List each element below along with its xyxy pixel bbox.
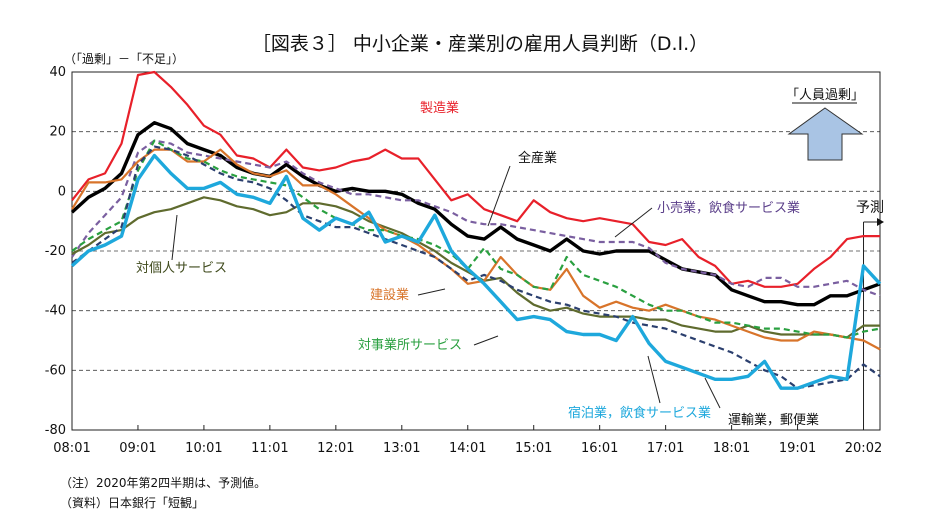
annotations: 「人員過剰」 予測 [786, 88, 884, 226]
chart-title: ［図表３］ 中小企業・産業別の雇用人員判断（D.I.） [252, 33, 708, 55]
series-label: 建設業 [370, 287, 409, 303]
label-leader-line [487, 165, 511, 227]
gridlines [72, 131, 880, 371]
series-line [71, 139, 881, 297]
series-labels: 製造業全産業小売業，飲食サービス業対個人サービス建設業対事業所サービス宿泊業，飲… [136, 100, 819, 428]
series-lines [70, 70, 882, 390]
y-tick-label: -40 [45, 304, 66, 319]
y-tick-label: -20 [45, 244, 66, 259]
source-note: （資料）日本銀行「短観」 [60, 496, 205, 510]
up-arrow-icon [787, 107, 864, 161]
x-tick-label: 08:01 [53, 441, 90, 456]
series-label: 対事業所サービス [358, 337, 462, 353]
y-tick-label: 40 [49, 65, 66, 80]
axes: 40 20 0 -20 -40 -60 -80 08:01 09:01 10:01 11:01 12:… [45, 65, 882, 456]
y-tick-label: 0 [58, 184, 66, 199]
label-leader-line [417, 288, 446, 296]
x-tick-label: 16:01 [581, 441, 618, 456]
x-tick-label: 12:01 [317, 441, 354, 456]
x-tick-label: 18:01 [713, 441, 750, 456]
series-line [71, 139, 881, 339]
y-tick-label: -60 [45, 363, 66, 378]
x-tick-label: 20:02 [845, 441, 882, 456]
label-leader-line [473, 335, 499, 346]
series-label: 対個人サービス [136, 261, 227, 276]
x-tick-label: 17:01 [647, 441, 684, 456]
label-leader-line [171, 214, 178, 261]
x-tick-label: 11:01 [251, 441, 288, 456]
x-tick-label: 10:01 [185, 441, 222, 456]
annotation-box-label: 「人員過剰」 [786, 88, 864, 103]
series-label: 運輸業，郵便業 [728, 412, 819, 428]
label-leader-line [614, 207, 653, 238]
x-tick-label: 13:01 [383, 441, 420, 456]
series-label: 宿泊業，飲食サービス業 [568, 405, 711, 421]
label-leader-line [647, 355, 661, 404]
x-tick-label: 19:01 [779, 441, 816, 456]
series-label: 製造業 [420, 100, 459, 116]
series-line [71, 70, 880, 288]
x-tick-label: 15:01 [515, 441, 552, 456]
series-label: 小売業，飲食サービス業 [657, 200, 800, 216]
footnote: （注）2020年第2四半期は、予測値。 [60, 476, 267, 490]
forecast-arrow-icon [877, 218, 884, 226]
y-tick-label: 20 [49, 125, 66, 140]
y-tick-label: -80 [45, 423, 66, 438]
y-axis-label: （「過剰」－「不足」） [64, 52, 184, 66]
series-line [71, 148, 881, 351]
series-line [70, 153, 882, 390]
x-tick-label: 14:01 [449, 441, 486, 456]
label-leader-line [704, 377, 721, 409]
series-line [70, 121, 881, 307]
forecast-label: 予測 [856, 200, 884, 216]
x-tick-label: 09:01 [119, 441, 156, 456]
series-label: 全産業 [518, 150, 557, 166]
